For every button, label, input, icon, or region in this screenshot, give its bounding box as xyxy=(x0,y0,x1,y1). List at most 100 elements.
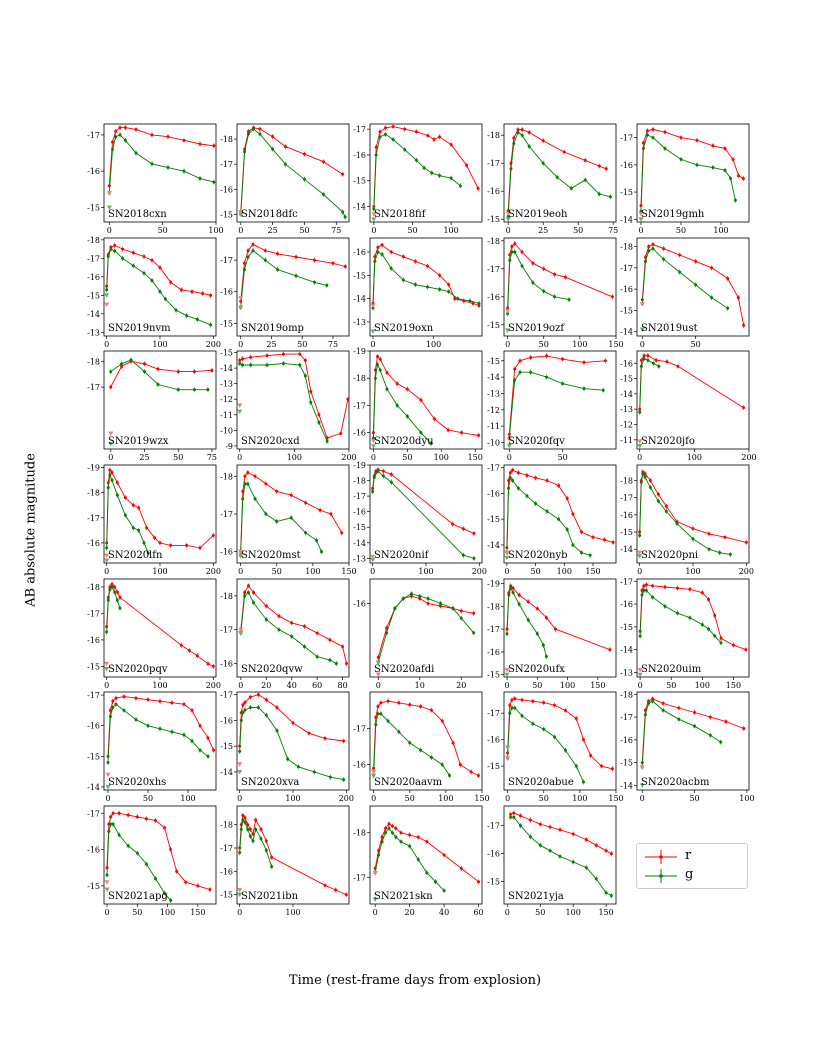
data-point-r xyxy=(389,250,393,254)
x-tick-label: 100 xyxy=(434,453,449,462)
data-point-r xyxy=(346,397,349,401)
data-point-r xyxy=(395,382,399,386)
data-point-r xyxy=(315,631,319,635)
data-point-g xyxy=(108,715,112,718)
data-point-g xyxy=(115,493,119,497)
data-point-g xyxy=(258,132,262,136)
data-point-r xyxy=(386,699,390,703)
legend: r g xyxy=(636,843,748,889)
y-tick-label: -16 xyxy=(87,722,100,731)
y-tick-label: -17 xyxy=(220,626,233,635)
data-point-g xyxy=(675,521,679,525)
y-tick-label: -15 xyxy=(87,662,100,671)
data-point-g xyxy=(256,705,260,709)
panel-sn2019gmh: 0 50 100 -14 -15 -16 -17 SN2019gmh xyxy=(620,123,750,235)
x-tick-label: 0 xyxy=(505,794,510,803)
data-point-r xyxy=(384,826,388,830)
data-point-r xyxy=(145,526,149,530)
data-point-r xyxy=(281,352,285,356)
data-point-g xyxy=(239,718,243,722)
data-point-g xyxy=(584,866,588,870)
y-tick-label: -19 xyxy=(87,464,100,473)
x-tick-label: 100 xyxy=(560,681,575,690)
x-tick-label: 0 xyxy=(237,908,242,917)
data-point-r xyxy=(419,705,423,709)
x-tick-label: 100 xyxy=(685,567,700,576)
y-tick-label: -18 xyxy=(87,489,100,498)
series-line-r xyxy=(641,698,744,763)
data-point-r xyxy=(150,258,154,262)
panel-plot-area xyxy=(637,582,748,677)
data-point-r xyxy=(110,471,114,475)
y-tick-label: -13 xyxy=(87,328,100,337)
data-point-g xyxy=(719,740,723,744)
y-tick-label: -16 xyxy=(620,600,633,609)
data-point-r xyxy=(545,478,549,482)
data-point-r xyxy=(187,649,191,653)
data-point-g xyxy=(342,778,346,782)
data-point-g xyxy=(516,130,520,134)
y-tick-label: -17 xyxy=(353,125,366,134)
data-point-r xyxy=(329,512,333,516)
data-point-g xyxy=(426,285,430,289)
y-tick-label: -13 xyxy=(620,405,633,414)
data-point-g xyxy=(513,706,517,710)
x-tick-label: 20 xyxy=(456,681,466,690)
data-point-r xyxy=(131,503,135,507)
data-point-g xyxy=(275,729,279,733)
x-tick-label: 150 xyxy=(190,908,205,917)
panel-frame xyxy=(636,578,750,678)
data-point-g xyxy=(239,827,243,831)
data-point-g xyxy=(106,486,110,490)
data-point-g xyxy=(246,132,250,136)
data-point-g xyxy=(372,475,376,479)
panel-sn2020uim: 0 50 100 150 -13 -14 -15 -16 -17 SN2020uim xyxy=(620,577,750,690)
data-point-r xyxy=(639,358,643,362)
x-tick-label: 40 xyxy=(287,681,297,690)
data-point-g xyxy=(343,215,347,219)
x-tick-label: 0 xyxy=(640,794,645,803)
data-point-g xyxy=(508,711,512,715)
data-point-g xyxy=(569,186,573,190)
data-point-g xyxy=(506,312,510,316)
panel-plot-area xyxy=(237,351,349,444)
data-point-g xyxy=(399,840,403,844)
data-point-g xyxy=(251,249,255,253)
data-point-r xyxy=(707,532,711,536)
data-point-r xyxy=(307,731,311,735)
data-point-g xyxy=(241,711,245,715)
x-tick-label: 50 xyxy=(173,453,183,462)
y-tick-label: -18 xyxy=(620,476,633,485)
data-point-r xyxy=(150,133,154,137)
data-point-r xyxy=(114,696,118,700)
data-point-g xyxy=(341,210,345,214)
data-point-r xyxy=(289,493,293,497)
data-point-g xyxy=(142,541,146,545)
data-point-r xyxy=(302,152,306,156)
y-tick-label: -16 xyxy=(220,659,233,668)
y-tick-label: -17 xyxy=(487,464,500,473)
y-tick-label: -18 xyxy=(87,236,100,245)
y-tick-label: -14 xyxy=(220,364,233,373)
data-point-r xyxy=(163,826,167,830)
upper-limit-r xyxy=(237,762,243,767)
data-point-r xyxy=(184,880,188,884)
data-point-r xyxy=(263,249,267,253)
y-tick-label: -18 xyxy=(220,592,233,601)
data-point-r xyxy=(394,826,398,830)
data-point-r xyxy=(516,128,520,132)
data-point-g xyxy=(238,851,242,855)
data-point-g xyxy=(248,705,252,709)
data-point-g xyxy=(142,271,146,275)
data-point-r xyxy=(641,141,645,145)
data-point-g xyxy=(109,370,113,374)
x-tick-label: 100 xyxy=(418,567,433,576)
data-point-g xyxy=(656,499,660,503)
y-tick-label: -17 xyxy=(487,709,500,718)
data-point-g xyxy=(166,166,170,170)
y-tick-label: -14 xyxy=(620,545,633,554)
x-tick-label: 100 xyxy=(180,794,195,803)
panel-frame xyxy=(103,805,217,905)
data-point-r xyxy=(258,127,262,131)
data-point-g xyxy=(192,388,196,392)
